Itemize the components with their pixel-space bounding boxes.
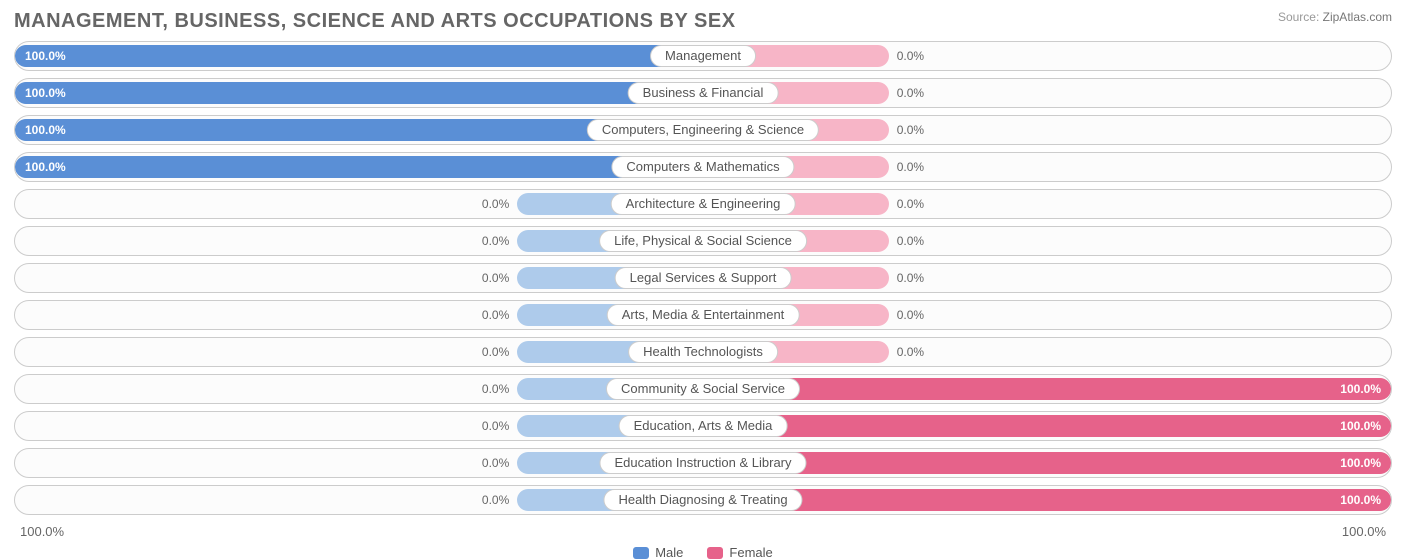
male-pct: 0.0% [482,493,509,507]
female-pct: 0.0% [897,345,924,359]
chart-row: 0.0% 100.0% Education Instruction & Librar… [14,448,1392,478]
female-pct: 100.0% [1340,456,1381,470]
axis-right-label: 100.0% [1342,524,1386,539]
female-track: 100.0% [703,378,1391,400]
category-label: Computers & Mathematics [611,156,794,178]
chart-row: 0.0% 0.0% Life, Physical & Social Science [14,226,1392,256]
female-bar: 100.0% [703,378,1391,400]
female-track: 100.0% [703,415,1391,437]
category-label: Computers, Engineering & Science [587,119,819,141]
x-axis: 100.0% 100.0% [14,522,1392,539]
male-pct: 0.0% [482,382,509,396]
male-pct: 100.0% [25,49,66,63]
male-pct: 100.0% [25,160,66,174]
female-pct: 0.0% [897,123,924,137]
category-label: Health Technologists [628,341,778,363]
category-label: Community & Social Service [606,378,800,400]
male-pct: 0.0% [482,419,509,433]
female-pct: 0.0% [897,160,924,174]
category-label: Management [650,45,756,67]
female-track: 100.0% [703,489,1391,511]
female-bar: 100.0% [703,415,1391,437]
legend-female: Female [707,545,772,560]
female-pct: 0.0% [897,86,924,100]
legend-male-label: Male [655,545,683,560]
category-label: Architecture & Engineering [611,193,796,215]
category-label: Health Diagnosing & Treating [603,489,802,511]
male-pct: 100.0% [25,123,66,137]
chart-row: 0.0% 100.0% Health Diagnosing & Treating [14,485,1392,515]
legend-male-swatch [633,547,649,559]
male-pct: 0.0% [482,345,509,359]
male-pct: 0.0% [482,234,509,248]
category-label: Education, Arts & Media [619,415,788,437]
chart-row: 0.0% 0.0% Arts, Media & Entertainment [14,300,1392,330]
male-pct: 0.0% [482,197,509,211]
male-track: 100.0% [15,82,703,104]
axis-left-label: 100.0% [20,524,64,539]
female-pct: 0.0% [897,308,924,322]
source-site: ZipAtlas.com [1323,10,1392,24]
male-pct: 100.0% [25,86,66,100]
male-track: 100.0% [15,156,703,178]
male-pct: 0.0% [482,308,509,322]
chart-legend: Male Female [14,545,1392,560]
male-bar: 100.0% [15,82,703,104]
chart-row: 100.0% 0.0% Computers & Mathematics [14,152,1392,182]
male-bar: 100.0% [15,156,703,178]
female-pct: 100.0% [1340,419,1381,433]
chart-row: 0.0% 0.0% Health Technologists [14,337,1392,367]
category-label: Life, Physical & Social Science [599,230,807,252]
chart-header: MANAGEMENT, BUSINESS, SCIENCE AND ARTS O… [14,10,1392,33]
female-bar: 100.0% [703,489,1391,511]
chart-row: 100.0% 0.0% Management [14,41,1392,71]
male-track: 100.0% [15,45,703,67]
chart-source: Source: ZipAtlas.com [1278,10,1392,26]
chart-row: 100.0% 0.0% Business & Financial [14,78,1392,108]
legend-male: Male [633,545,683,560]
chart-row: 0.0% 0.0% Legal Services & Support [14,263,1392,293]
female-pct: 0.0% [897,49,924,63]
chart-row: 0.0% 0.0% Architecture & Engineering [14,189,1392,219]
female-pct: 100.0% [1340,493,1381,507]
male-bar: 100.0% [15,45,703,67]
source-label: Source: [1278,10,1319,24]
category-label: Legal Services & Support [615,267,792,289]
occupations-chart: 100.0% 0.0% Management 100.0% 0.0% Business &… [14,41,1392,515]
female-pct: 0.0% [897,271,924,285]
chart-row: 100.0% 0.0% Computers, Engineering & Scien… [14,115,1392,145]
category-label: Business & Financial [628,82,779,104]
female-pct: 100.0% [1340,382,1381,396]
chart-title: MANAGEMENT, BUSINESS, SCIENCE AND ARTS O… [14,10,736,33]
male-pct: 0.0% [482,271,509,285]
chart-row: 0.0% 100.0% Education, Arts & Media [14,411,1392,441]
female-pct: 0.0% [897,234,924,248]
female-pct: 0.0% [897,197,924,211]
category-label: Arts, Media & Entertainment [607,304,800,326]
category-label: Education Instruction & Library [599,452,806,474]
male-pct: 0.0% [482,456,509,470]
legend-female-swatch [707,547,723,559]
chart-row: 0.0% 100.0% Community & Social Service [14,374,1392,404]
legend-female-label: Female [729,545,772,560]
